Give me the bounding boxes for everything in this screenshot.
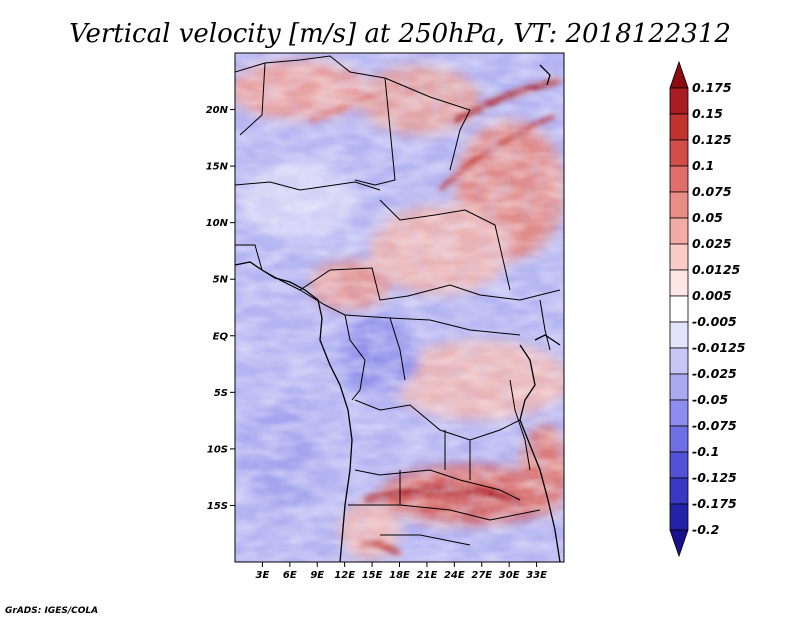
y-tick-label: 15N (206, 162, 229, 173)
chart-title: Vertical velocity [m/s] at 250hPa, VT: 2… (69, 19, 731, 49)
y-tick-label: 20N (206, 105, 229, 116)
y-tick-label: 10N (206, 218, 229, 229)
colorbar: 0.175 0.15 0.125 0.1 0.075 0.05 0.025 0.0125 0.0… (669, 60, 746, 558)
colorbar-label: 0.175 (692, 80, 732, 95)
y-tick-label: 5N (213, 275, 229, 286)
map-panel (234, 52, 565, 563)
colorbar-swatch (669, 399, 689, 427)
coastline (235, 64, 561, 562)
colorbar-swatch (669, 165, 689, 193)
colorbar-label: -0.175 (692, 496, 737, 511)
colorbar-swatch (669, 451, 689, 479)
colorbar-swatch (669, 477, 689, 505)
colorbar-swatch (669, 113, 689, 141)
colorbar-label: 0.005 (692, 288, 732, 303)
colorbar-label: -0.075 (692, 418, 737, 433)
colorbar-label: -0.005 (692, 314, 737, 329)
colorbar-label: 0.075 (692, 184, 732, 199)
colorbar-label: 0.125 (692, 132, 732, 147)
y-tick-label: 10S (207, 444, 228, 455)
colorbar-swatch (669, 191, 689, 219)
colorbar-label: 0.05 (692, 210, 723, 225)
colorbar-swatch (669, 373, 689, 401)
x-tick-label: 3E (256, 570, 270, 581)
colorbar-label: 0.0125 (692, 262, 741, 277)
colorbar-label: 0.15 (692, 106, 723, 121)
y-tick-label: EQ (213, 331, 229, 342)
x-axis: 3E 6E 9E 12E 15E 18E 21E 24E 27E 30E 33E (256, 562, 547, 581)
colorbar-swatch (669, 60, 689, 89)
colorbar-swatch (669, 425, 689, 453)
x-tick-label: 33E (526, 570, 547, 581)
y-axis: 20N 15N 10N 5N EQ 5S 10S 15S (206, 105, 235, 512)
colorbar-label: -0.125 (692, 470, 737, 485)
x-tick-label: 12E (334, 570, 355, 581)
credit-label: GrADS: IGES/COLA (5, 606, 98, 616)
colorbar-swatch (669, 295, 689, 323)
x-tick-label: 9E (310, 570, 324, 581)
colorbar-swatch (669, 139, 689, 167)
colorbar-label: -0.1 (692, 444, 719, 459)
colorbar-swatch (669, 503, 689, 531)
colorbar-swatch (669, 87, 689, 115)
colorbar-swatch (669, 529, 689, 558)
colorbar-label: -0.05 (692, 392, 728, 407)
x-tick-label: 6E (283, 570, 297, 581)
colorbar-swatch (669, 321, 689, 349)
colorbar-label: 0.025 (692, 236, 732, 251)
x-tick-label: 24E (444, 570, 465, 581)
country-borders (235, 55, 561, 546)
y-tick-label: 15S (207, 501, 228, 512)
colorbar-label: -0.2 (692, 522, 719, 537)
colorbar-label: 0.1 (692, 158, 714, 173)
x-tick-label: 18E (389, 570, 410, 581)
x-tick-label: 15E (362, 570, 383, 581)
colorbar-swatch (669, 243, 689, 271)
colorbar-label: -0.0125 (692, 340, 746, 355)
velocity-field (235, 53, 564, 562)
colorbar-swatch (669, 269, 689, 297)
colorbar-swatch (669, 217, 689, 245)
colorbar-swatch (669, 347, 689, 375)
x-tick-label: 21E (417, 570, 438, 581)
x-tick-label: 30E (499, 570, 520, 581)
y-tick-label: 5S (214, 388, 228, 399)
colorbar-label: -0.025 (692, 366, 737, 381)
x-tick-label: 27E (471, 570, 492, 581)
